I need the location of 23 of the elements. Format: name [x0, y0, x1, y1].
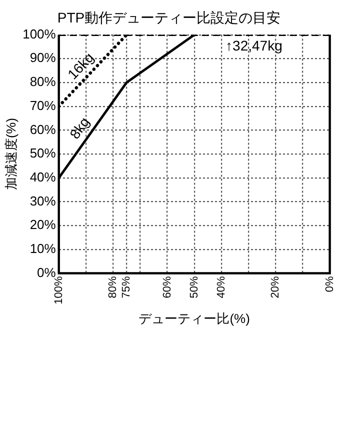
y-tick-label: 80% — [30, 74, 56, 90]
y-tick-label: 60% — [30, 122, 56, 137]
y-tick-label: 100% — [22, 26, 56, 42]
chart-title: PTP動作デューティー比設定の目安 — [57, 9, 281, 26]
x-tick-label: 75% — [120, 276, 133, 298]
x-tick-label: 40% — [215, 276, 228, 298]
y-tick-label: 50% — [30, 146, 56, 161]
y-tick-label: 90% — [30, 50, 56, 66]
y-tick-label: 0% — [37, 264, 56, 280]
y-tick-label: 40% — [30, 169, 56, 184]
x-tick-label: 80% — [107, 276, 120, 298]
text: 8kg — [66, 114, 92, 142]
y-tick-label: 30% — [30, 193, 56, 208]
x-tick-label: 0% — [324, 276, 336, 292]
y-axis-title: 加減速度(%) — [3, 118, 18, 190]
annotation: ↑32,47kg — [226, 38, 282, 54]
y-tick-label: 10% — [30, 241, 56, 256]
x-tick-label: 60% — [161, 276, 174, 298]
x-tick-label: 20% — [270, 276, 282, 298]
y-tick-label: 20% — [30, 217, 56, 232]
x-tick-label: 50% — [188, 276, 200, 298]
x-axis-title: デューティー比(%) — [138, 310, 250, 326]
y-tick-label: 70% — [30, 98, 56, 113]
